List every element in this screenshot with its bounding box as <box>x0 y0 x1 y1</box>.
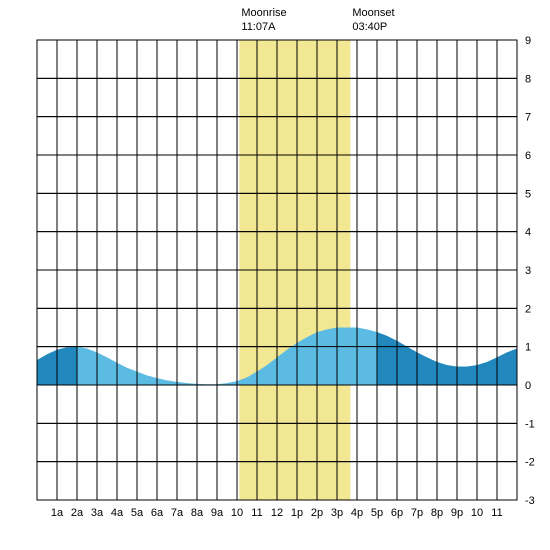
x-tick-label: 2a <box>71 507 84 519</box>
x-tick-label: 2p <box>311 507 323 519</box>
y-tick-label: 6 <box>525 150 531 162</box>
y-tick-label: 5 <box>525 188 531 200</box>
y-tick-label: -1 <box>525 418 535 430</box>
y-tick-label: 2 <box>525 303 531 315</box>
y-tick-label: 0 <box>525 380 531 392</box>
y-tick-label: 9 <box>525 35 531 47</box>
x-tick-label: 4p <box>351 507 363 519</box>
x-tick-label: 3p <box>331 507 343 519</box>
y-tick-label: 1 <box>525 342 531 354</box>
y-tick-label: 7 <box>525 112 531 124</box>
moonrise-time: 11:07A <box>241 21 276 33</box>
tide-chart: -3-2-101234567891a2a3a4a5a6a7a8a9a101112… <box>0 0 550 550</box>
x-tick-label: 3a <box>91 507 104 519</box>
y-tick-label: 8 <box>525 73 531 85</box>
x-tick-label: 9a <box>211 507 224 519</box>
x-tick-label: 9p <box>451 507 463 519</box>
x-tick-label: 8a <box>191 507 204 519</box>
x-tick-label: 7a <box>171 507 184 519</box>
y-tick-label: -3 <box>525 495 535 507</box>
x-tick-label: 1a <box>51 507 64 519</box>
x-tick-label: 7p <box>411 507 423 519</box>
x-tick-label: 11 <box>251 507 262 519</box>
x-tick-label: 6p <box>391 507 403 519</box>
x-tick-label: 8p <box>431 507 443 519</box>
x-tick-label: 5a <box>131 507 144 519</box>
x-tick-label: 5p <box>371 507 383 519</box>
x-tick-label: 10 <box>471 507 483 519</box>
x-tick-label: 11 <box>491 507 502 519</box>
x-tick-label: 4a <box>111 507 124 519</box>
x-tick-label: 12 <box>271 507 283 519</box>
x-tick-label: 6a <box>151 507 164 519</box>
chart-svg: -3-2-101234567891a2a3a4a5a6a7a8a9a101112… <box>0 0 550 550</box>
moonset-title: Moonset <box>352 7 394 19</box>
y-tick-label: 4 <box>525 227 531 239</box>
moonrise-title: Moonrise <box>241 7 286 19</box>
x-tick-label: 1p <box>291 507 303 519</box>
y-tick-label: -2 <box>525 457 535 469</box>
moonset-time: 03:40P <box>352 21 387 33</box>
y-tick-label: 3 <box>525 265 531 277</box>
x-tick-label: 10 <box>231 507 243 519</box>
